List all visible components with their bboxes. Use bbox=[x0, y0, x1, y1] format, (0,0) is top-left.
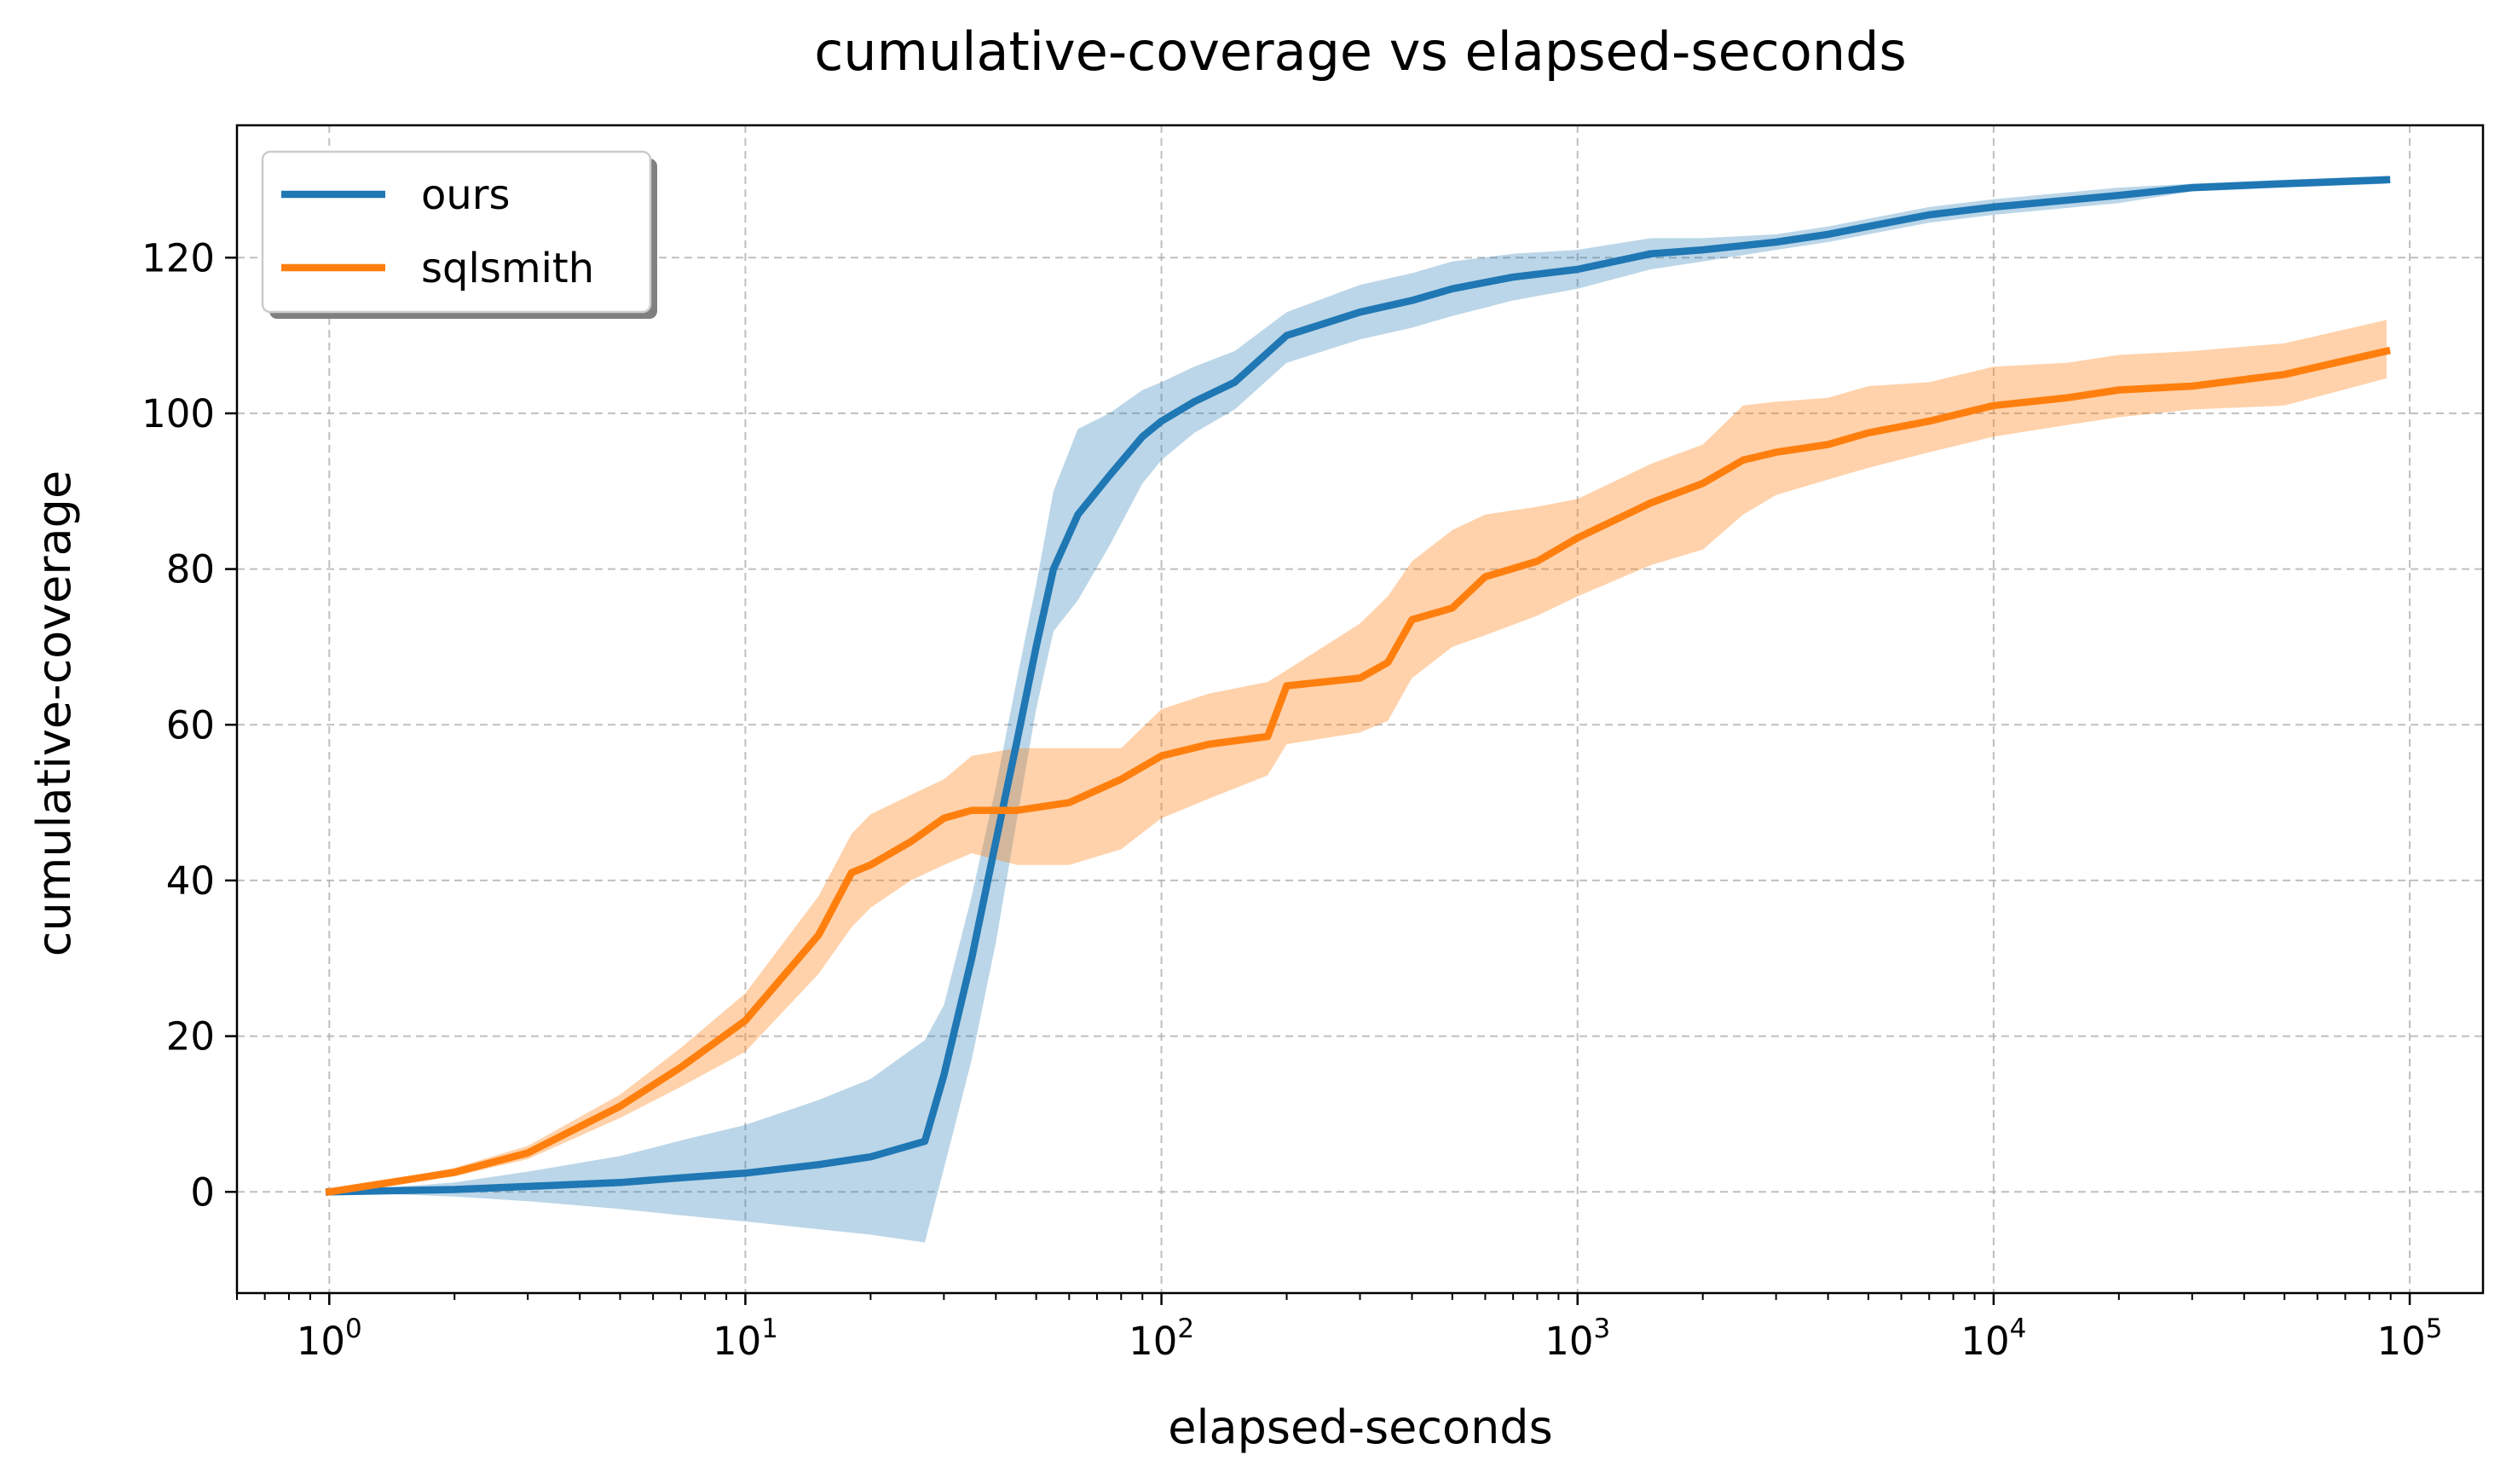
x-axis-label: elapsed-seconds bbox=[1168, 1400, 1552, 1454]
x-tick-label: 103 bbox=[1545, 1314, 1610, 1364]
legend-label-sqlsmith: sqlsmith bbox=[421, 245, 594, 292]
y-axis-label: cumulative-coverage bbox=[27, 471, 81, 956]
x-axis: 100 101 102 103 104 105 bbox=[236, 1293, 2443, 1364]
y-tick-label: 40 bbox=[166, 858, 215, 904]
x-tick-label: 102 bbox=[1129, 1314, 1194, 1364]
x-tick-label: 100 bbox=[297, 1314, 362, 1364]
series-line-ours bbox=[325, 176, 2391, 1196]
series-area bbox=[325, 176, 2391, 1243]
y-tick-label: 20 bbox=[166, 1014, 215, 1060]
y-tick-label: 100 bbox=[141, 391, 215, 436]
y-tick-label: 80 bbox=[166, 547, 215, 592]
y-axis: 0 20 40 60 80 100 120 bbox=[141, 235, 237, 1215]
y-tick-label: 60 bbox=[166, 702, 215, 748]
x-tick-label: 104 bbox=[1960, 1314, 2026, 1364]
y-tick-label: 0 bbox=[190, 1169, 215, 1215]
x-tick-label: 105 bbox=[2377, 1314, 2443, 1364]
legend-label-ours: ours bbox=[421, 171, 511, 219]
x-tick-label: 101 bbox=[713, 1314, 778, 1364]
confidence-band-sqlsmith bbox=[329, 320, 2387, 1192]
series-line-sqlsmith bbox=[325, 346, 2391, 1197]
y-tick-label: 120 bbox=[141, 235, 215, 280]
chart-title: cumulative-coverage vs elapsed-seconds bbox=[814, 20, 1907, 83]
legend: ours sqlsmith bbox=[261, 150, 657, 319]
